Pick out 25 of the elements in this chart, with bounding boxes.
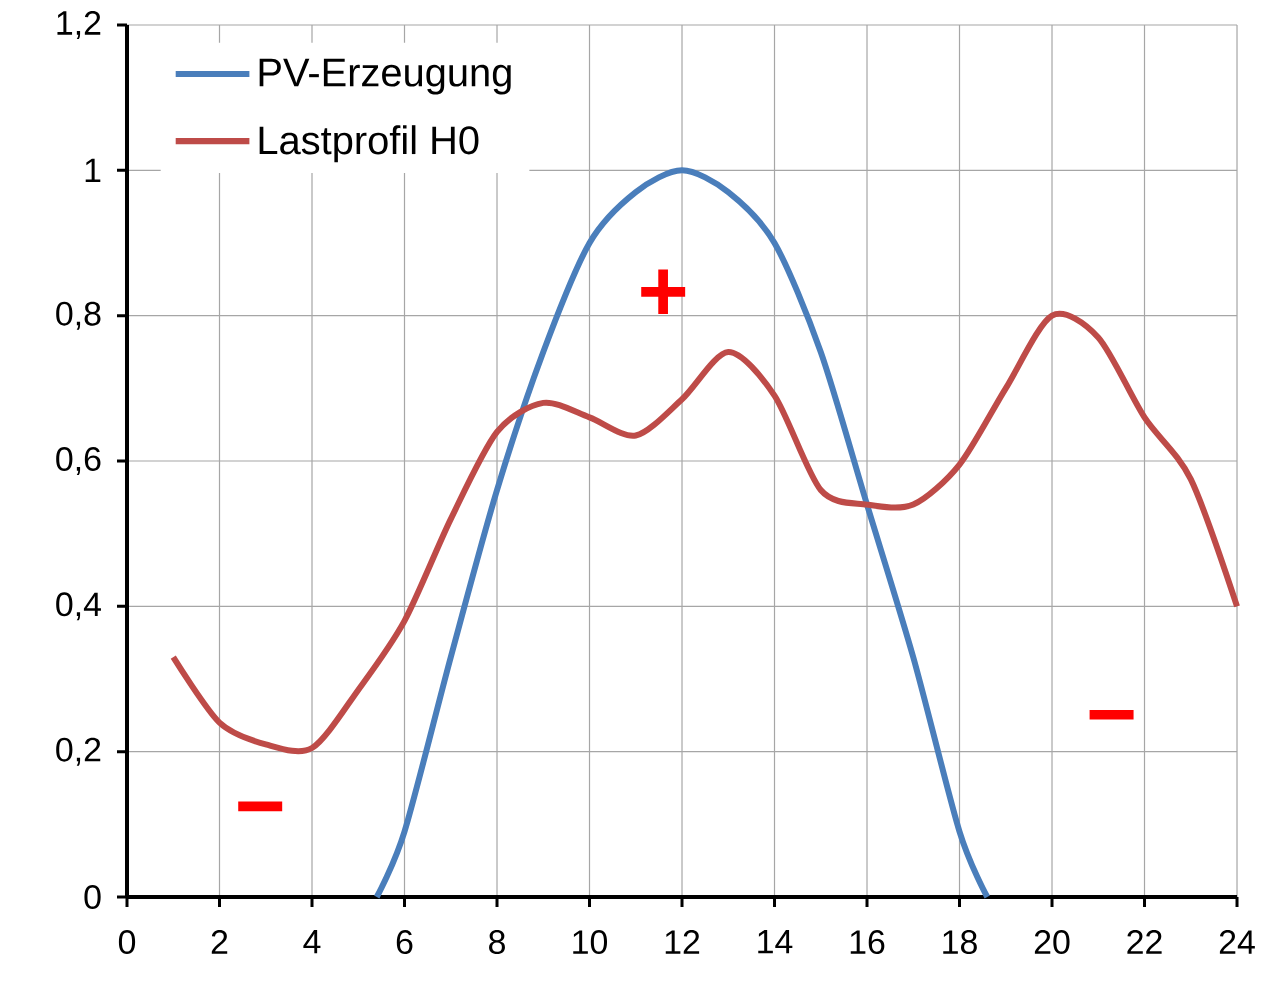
x-tick-label: 24 (1219, 930, 1255, 954)
y-tick-label: 0,6 (56, 447, 101, 475)
legend-label: Lastprofil H0 (259, 125, 479, 163)
x-tick-label: 4 (303, 930, 321, 954)
x-tick-label: 10 (573, 930, 608, 955)
y-tick-label: 0,8 (56, 301, 101, 330)
legend-label: PV-Erzeugung (259, 58, 511, 95)
x-tick-label: 20 (1034, 930, 1070, 955)
x-tick-label: 16 (850, 930, 885, 955)
x-tick-label: 12 (665, 930, 700, 954)
y-tick-label: 0,4 (56, 592, 101, 621)
annotation: + (641, 269, 686, 315)
x-tick-label: 18 (943, 930, 977, 955)
y-tick-label: 1,2 (57, 10, 101, 39)
annotation: − (238, 801, 283, 812)
x-tick-label: 22 (1127, 930, 1162, 954)
x-tick-label: 6 (396, 930, 413, 955)
x-tick-label: 14 (758, 930, 793, 954)
x-tick-label: 2 (211, 930, 228, 954)
y-tick-label: 0 (84, 885, 101, 909)
annotation: − (1089, 709, 1134, 720)
y-tick-label: 1 (85, 158, 101, 182)
x-tick-label: 8 (489, 930, 505, 955)
y-tick-label: 0,2 (56, 737, 101, 766)
x-tick-label: 0 (118, 930, 136, 955)
